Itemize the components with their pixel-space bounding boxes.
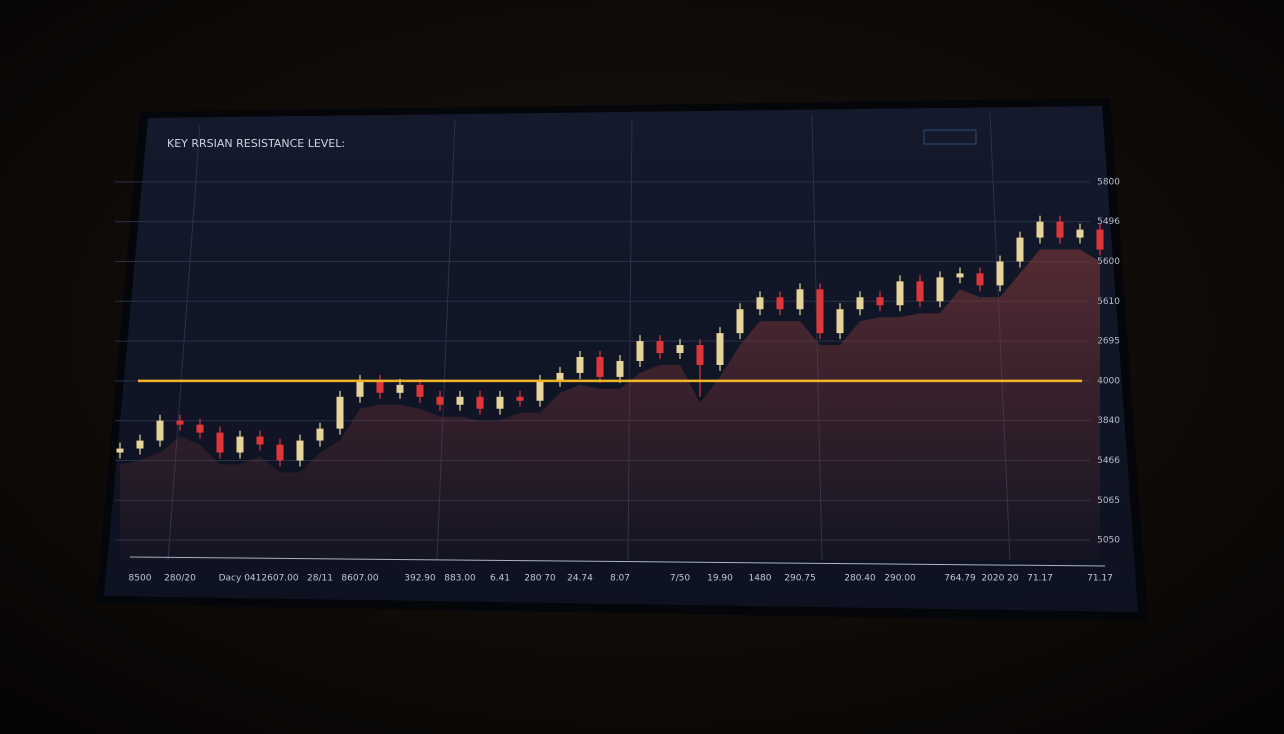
x-tick-label: 764.79	[944, 574, 976, 584]
y-tick-label: 2695	[1097, 337, 1120, 347]
candle-body	[1016, 237, 1024, 262]
y-tick-label: 5065	[1097, 496, 1120, 506]
candle-body	[236, 436, 244, 453]
candle-body	[1096, 229, 1104, 250]
y-tick-label: 5496	[1097, 217, 1120, 227]
x-tick-label: 2607.00	[261, 574, 298, 584]
x-tick-label: 8607.00	[341, 574, 378, 584]
candle-body	[136, 440, 144, 449]
x-tick-label: 280 70	[524, 574, 556, 584]
candle-body	[616, 360, 624, 377]
candle-body	[856, 297, 864, 310]
y-tick-label: 5600	[1097, 257, 1120, 267]
candle-body	[976, 273, 984, 286]
candle-body	[536, 380, 544, 401]
candle-body	[476, 396, 484, 409]
y-tick-label: 5610	[1097, 297, 1120, 307]
candle-body	[876, 297, 884, 306]
candle-body	[716, 333, 724, 365]
candle-body	[456, 396, 464, 405]
x-tick-label: 24.74	[567, 574, 593, 584]
y-tick-label: 5050	[1097, 536, 1120, 546]
candle-body	[376, 380, 384, 393]
candle-body	[1076, 229, 1084, 238]
candle-body	[736, 309, 744, 334]
x-tick-label: 1480	[749, 574, 772, 584]
candle-body	[1056, 221, 1064, 238]
candle-body	[176, 420, 184, 425]
candle-body	[256, 436, 264, 445]
x-tick-label: 280.40	[844, 574, 876, 584]
candle-body	[596, 356, 604, 377]
x-tick-label: 8.07	[610, 574, 630, 584]
x-tick-label: 71.17	[1027, 574, 1053, 584]
chart-title: KEY RRSIAN RESISTANCE LEVEL:	[167, 137, 345, 150]
candle-body	[776, 297, 784, 310]
candle-body	[276, 444, 284, 461]
candle-body	[996, 261, 1004, 286]
y-tick-label: 5466	[1097, 456, 1120, 466]
candle-body	[636, 341, 644, 361]
candle-body	[656, 341, 664, 354]
candle-body	[496, 396, 504, 409]
candle-body	[576, 356, 584, 373]
candle-body	[196, 424, 204, 433]
candle-body	[336, 396, 344, 429]
x-tick-label: 19.90	[707, 574, 733, 584]
x-tick-label: 71.17	[1087, 574, 1113, 584]
x-tick-label: 7/50	[670, 574, 690, 584]
x-tick-label: 8500	[129, 574, 152, 584]
x-tick-label: 2020 20	[981, 574, 1018, 584]
candle-body	[556, 372, 564, 381]
candle-body	[756, 297, 764, 310]
x-tick-label: 6.41	[490, 574, 510, 584]
candle-body	[416, 384, 424, 397]
candle-body	[516, 396, 524, 401]
x-tick-label: 392.90	[404, 574, 436, 584]
y-tick-label: 4000	[1097, 376, 1120, 386]
candle-body	[156, 420, 164, 441]
legend-box	[923, 129, 977, 145]
area	[120, 249, 1100, 560]
candle-body	[916, 281, 924, 302]
y-tick-label: 5800	[1097, 177, 1120, 187]
candle-body	[216, 432, 224, 453]
candle-body	[436, 396, 444, 405]
candle-body	[936, 277, 944, 302]
candle-body	[816, 289, 824, 334]
candle-body	[676, 345, 684, 354]
candle-body	[356, 380, 364, 397]
candle-body	[696, 345, 704, 365]
candle-body	[316, 428, 324, 441]
x-tick-label: Dacy 041	[219, 574, 262, 584]
candle-body	[896, 281, 904, 306]
candle-body	[396, 384, 404, 393]
candle-body	[296, 440, 304, 461]
x-tick-label: 290.75	[784, 574, 816, 584]
candle-body	[116, 448, 124, 453]
x-tick-label: 883.00	[444, 574, 476, 584]
x-tick-label: 28/11	[307, 574, 333, 584]
x-tick-label: 280/20	[164, 574, 196, 584]
x-tick-label: 290.00	[884, 574, 916, 584]
candle-body	[1036, 221, 1044, 238]
candle-body	[796, 289, 804, 310]
candle-body	[836, 309, 844, 334]
candle-body	[956, 273, 964, 278]
y-tick-label: 3840	[1097, 416, 1120, 426]
